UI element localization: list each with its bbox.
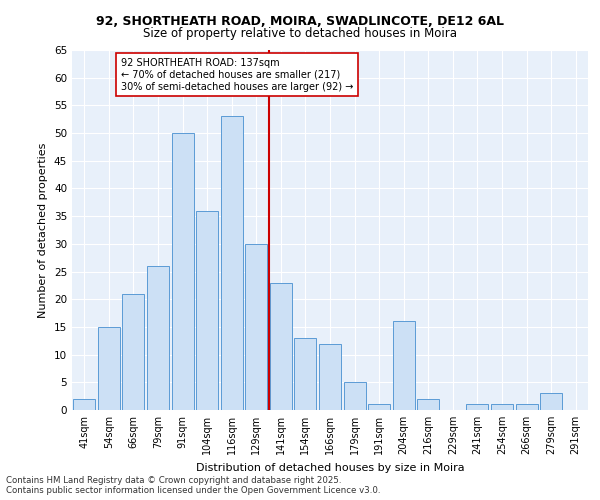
Bar (295, 338, 316, 410)
Bar (122, 294, 145, 410)
Bar (319, 344, 341, 410)
Bar (392, 322, 415, 410)
Bar (73, 399, 95, 410)
Bar (221, 116, 243, 410)
Bar (344, 382, 365, 410)
Bar (196, 210, 218, 410)
Bar (368, 404, 390, 410)
X-axis label: Distribution of detached houses by size in Moira: Distribution of detached houses by size … (196, 462, 464, 472)
Bar (515, 404, 538, 410)
Bar (491, 404, 513, 410)
Bar (147, 266, 169, 410)
Bar (245, 244, 268, 410)
Bar (98, 327, 120, 410)
Text: 92, SHORTHEATH ROAD, MOIRA, SWADLINCOTE, DE12 6AL: 92, SHORTHEATH ROAD, MOIRA, SWADLINCOTE,… (96, 15, 504, 28)
Text: Contains HM Land Registry data © Crown copyright and database right 2025.
Contai: Contains HM Land Registry data © Crown c… (6, 476, 380, 495)
Bar (540, 394, 562, 410)
Bar (172, 133, 194, 410)
Bar (270, 282, 292, 410)
Y-axis label: Number of detached properties: Number of detached properties (38, 142, 49, 318)
Text: 92 SHORTHEATH ROAD: 137sqm
← 70% of detached houses are smaller (217)
30% of sem: 92 SHORTHEATH ROAD: 137sqm ← 70% of deta… (121, 58, 353, 92)
Bar (466, 404, 488, 410)
Bar (417, 399, 439, 410)
Text: Size of property relative to detached houses in Moira: Size of property relative to detached ho… (143, 28, 457, 40)
